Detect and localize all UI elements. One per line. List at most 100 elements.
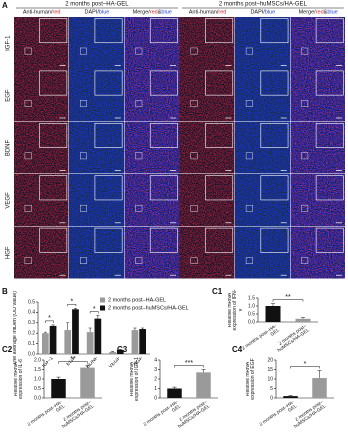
- roi-frame: [79, 47, 87, 55]
- channel-text: red: [218, 10, 226, 16]
- y-tick-label: 0.0: [248, 319, 255, 325]
- y-tick-label: 4: [154, 357, 157, 363]
- inset-frame: [205, 123, 234, 148]
- roi-frame: [79, 257, 87, 264]
- y-tick-label: 5: [270, 386, 273, 392]
- roi-frame: [245, 152, 253, 160]
- channel-text: blue: [327, 10, 337, 16]
- significance-label: *: [93, 306, 96, 313]
- panel-label: B: [2, 287, 8, 296]
- roi-frame: [301, 204, 309, 212]
- bar: [131, 330, 139, 354]
- inset-frame: [39, 70, 68, 96]
- channel-text: red: [150, 10, 158, 16]
- y-tick-label: 0.5: [34, 386, 41, 392]
- row-label: EGF: [6, 89, 12, 102]
- roi-frame: [79, 204, 87, 212]
- inset-frame: [39, 18, 68, 44]
- channel-text: red: [53, 10, 61, 16]
- y-axis-label: Relative mRNA expression of IL-6: [14, 359, 25, 399]
- channel-text: &: [324, 10, 328, 16]
- bar: [41, 333, 49, 354]
- bar: [283, 396, 298, 398]
- y-tick-label: 0.4: [28, 310, 35, 316]
- roi-frame: [190, 100, 198, 107]
- y-tick-label: 1.0: [248, 303, 255, 309]
- channel-header: Anti-human/red: [189, 10, 227, 16]
- significance-bracket: [272, 299, 304, 302]
- y-tick-label: 0: [154, 395, 157, 401]
- channel-text: &: [158, 10, 162, 16]
- inset-frame: [315, 175, 344, 201]
- roi-frame: [301, 100, 309, 107]
- bar: [49, 325, 57, 354]
- y-tick-label: 10: [267, 376, 273, 382]
- roi-frame: [301, 152, 309, 160]
- roi-frame: [135, 100, 143, 107]
- y-tick-label: 2.0: [34, 357, 41, 363]
- bar: [51, 379, 66, 398]
- y-tick-label: 15: [267, 367, 273, 373]
- channel-header: Merge/red&blue: [133, 10, 172, 16]
- significance-label: *: [70, 299, 73, 306]
- y-axis-label: Relative mRNA expression of EGF: [246, 358, 257, 400]
- significance-label: *: [48, 315, 51, 322]
- significance-label: **: [285, 294, 291, 301]
- y-tick-label: 20: [267, 357, 273, 363]
- channel-text: blue: [265, 10, 275, 16]
- inset-frame: [94, 175, 123, 201]
- bar: [80, 367, 95, 398]
- bar: [196, 372, 211, 398]
- significance-label: **: [70, 356, 76, 363]
- inset-frame: [39, 175, 68, 201]
- y-tick-label: 1.0: [34, 376, 41, 382]
- roi-frame: [135, 152, 143, 160]
- bar: [94, 318, 102, 354]
- bar: [109, 351, 116, 354]
- y-axis-label-box: Relative mRNA expression of EGF: [246, 358, 257, 400]
- inset-frame: [149, 70, 178, 96]
- y-axis-label: Relative mRNA expression of IFN-γ: [228, 289, 242, 331]
- y-tick-label: 0.1: [28, 341, 35, 347]
- panel-label: C3: [117, 345, 128, 354]
- channel-text: blue: [161, 10, 171, 16]
- inset-frame: [149, 175, 178, 201]
- y-axis-label-box: Relative mRNA expression of IGF-1: [130, 357, 140, 401]
- channel-header: DAPI/blue: [250, 10, 275, 16]
- roi-frame: [190, 47, 198, 55]
- roi-frame: [79, 152, 87, 160]
- roi-frame: [135, 204, 143, 212]
- bar: [139, 329, 147, 354]
- channel-header: Merge/red&blue: [299, 10, 338, 16]
- inset-frame: [94, 123, 123, 148]
- inset-frame: [260, 123, 289, 148]
- channel-text: Merge/: [299, 10, 317, 16]
- significance-bracket: [67, 303, 77, 307]
- y-axis-label-box: Relative mRNA expression of IFN-γ: [228, 289, 242, 331]
- y-tick-label: 0.3: [28, 320, 35, 326]
- roi-frame: [190, 204, 198, 212]
- significance-bracket: [290, 366, 320, 369]
- inset-frame: [205, 175, 234, 201]
- panel-label: A: [2, 1, 8, 10]
- significance-label: ***: [185, 360, 193, 367]
- inset-frame: [94, 18, 123, 44]
- channel-text: Anti-human/: [189, 10, 219, 16]
- inset-frame: [149, 18, 178, 44]
- roi-frame: [245, 204, 253, 212]
- row-label: IGF-1: [6, 35, 12, 51]
- roi-frame: [135, 47, 143, 55]
- panel-label: C4: [232, 345, 243, 354]
- y-axis-label-box: Relative mRNA expression of IL-6: [14, 359, 25, 399]
- roi-frame: [79, 100, 87, 107]
- roi-frame: [24, 47, 32, 55]
- roi-frame: [245, 257, 253, 264]
- y-tick-label: 3: [154, 367, 157, 373]
- channel-text: blue: [99, 10, 109, 16]
- y-tick-label: 0.5: [28, 299, 35, 305]
- inset-frame: [149, 227, 178, 253]
- y-tick-label: 0.0: [28, 351, 35, 357]
- inset-frame: [94, 227, 123, 253]
- roi-frame: [24, 257, 32, 264]
